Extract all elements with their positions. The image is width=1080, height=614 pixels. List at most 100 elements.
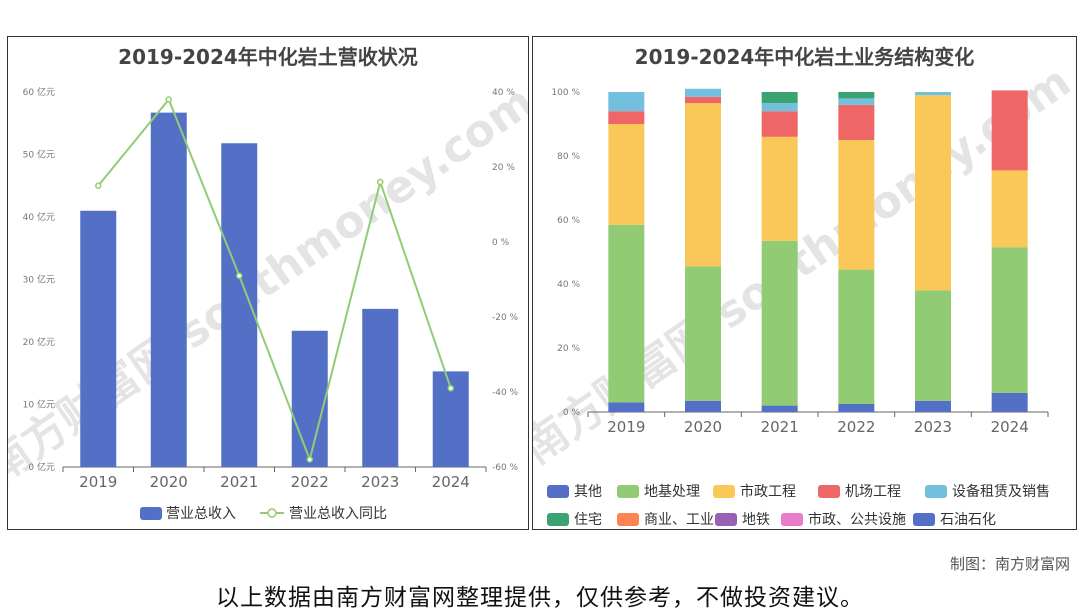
legend-label: 地铁 [742,512,770,528]
x-tick-label: 2020 [150,473,188,491]
y-right-tick-label: 0 % [492,238,510,248]
y-right-tick-label: -40 % [492,388,519,398]
legend-swatch [617,485,639,498]
y-left-tick-label: 20 亿元 [23,336,55,348]
y-tick-label: 20 % [557,344,580,354]
stack-segment [685,266,721,401]
yoy-line [97,97,452,463]
structure-chart-panel: 2019-2024年中化岩土业务结构变化 南方财富网 southmoney.co… [532,36,1077,530]
stack-segment [915,92,951,96]
y-tick-label: 40 % [557,280,580,290]
y-tick-label: 60 % [557,216,580,226]
legend-label-revenue: 营业总收入 [166,506,236,522]
revenue-chart-panel: 2019-2024年中化岩土营收状况 南方财富网 southmoney.com 0… [7,36,529,530]
revenue-bar [221,143,258,467]
stack-segment [608,124,645,225]
yoy-point [236,272,243,279]
legend-swatch [617,513,639,526]
stack-segment [838,269,875,404]
x-tick-label: 2022 [837,418,875,436]
yoy-point [377,178,384,186]
stack-segment [991,170,1028,248]
x-tick-label: 2019 [607,418,645,436]
legend-swatch [715,513,737,526]
stack-segment [608,402,645,412]
stack-segment [761,92,798,104]
y-left-tick-label: 10 亿元 [23,399,55,411]
legend-label: 其他 [574,484,602,500]
legend-swatch [925,485,947,498]
stack-segment [608,92,645,112]
chart-credit: 制图：南方财富网 [949,555,1070,573]
stack-segment [685,96,721,104]
y-tick-label: 100 % [551,88,580,98]
legend-label: 市政、公共设施 [808,511,906,528]
stack-segment [838,104,875,140]
legend-label: 机场工程 [845,484,901,500]
y-left-tick-label: 30 亿元 [23,274,55,286]
legend-swatch [818,485,840,498]
legend-label-yoy: 营业总收入同比 [289,506,387,522]
stack-segment [761,136,798,241]
x-tick-label: 2024 [991,418,1029,436]
y-left-tick-label: 60 亿元 [23,86,55,98]
stack-segment [991,90,1028,171]
y-left-tick-label: 0 亿元 [28,461,55,473]
x-tick-label: 2019 [79,473,117,491]
x-tick-label: 2021 [761,418,799,436]
disclaimer-footer: 以上数据由南方财富网整理提供，仅供参考，不做投资建议。 [216,585,864,611]
yoy-point [306,456,313,463]
stack-segment [761,103,798,112]
revenue-bar [150,112,187,467]
legend-swatch-revenue [140,507,162,520]
stack-segment [915,400,951,412]
yoy-point [447,385,454,392]
stack-segment [838,140,875,270]
stack-segment [761,111,798,137]
revenue-bar [362,308,399,467]
x-tick-label: 2021 [220,473,258,491]
yoy-point [95,182,102,189]
x-tick-label: 2024 [432,473,470,491]
stack-segment [608,224,645,403]
x-tick-label: 2020 [684,418,722,436]
stack-segment [761,240,798,406]
y-tick-label: 80 % [557,152,580,162]
stack-segment [915,95,951,291]
legend-swatch [547,513,569,526]
legend-swatch [781,513,803,526]
stack-segment [838,92,875,99]
y-right-tick-label: -60 % [492,463,519,473]
stack-segment [685,400,721,412]
stack-segment [838,404,875,412]
stack-segment [991,392,1028,412]
legend-swatch [547,485,569,498]
legend-swatch [713,485,735,498]
x-tick-label: 2023 [914,418,952,436]
y-left-tick-label: 40 亿元 [23,211,55,223]
x-tick-label: 2022 [291,473,329,491]
y-tick-label: 0 % [563,408,581,418]
structure-chart-title: 2019-2024年中化岩土业务结构变化 [634,45,975,69]
stack-segment [838,98,875,105]
legend-label: 商业、工业 [644,512,714,528]
stack-segment [991,247,1028,393]
y-right-tick-label: -20 % [492,313,519,323]
stack-segment [685,103,721,267]
legend-swatch [913,513,935,526]
y-right-tick-label: 20 % [492,163,515,173]
legend-label: 设备租赁及销售 [952,483,1050,500]
revenue-bar [291,330,328,467]
x-tick-label: 2023 [361,473,399,491]
stack-segment [685,88,721,97]
legend-label: 住宅 [574,512,602,528]
yoy-point [165,96,172,103]
stack-segment [761,405,798,412]
revenue-chart-title: 2019-2024年中化岩土营收状况 [118,45,418,69]
revenue-bar [80,210,117,467]
legend-label: 地基处理 [644,483,700,500]
legend-label: 石油石化 [940,512,996,528]
legend-label: 市政工程 [740,483,796,500]
